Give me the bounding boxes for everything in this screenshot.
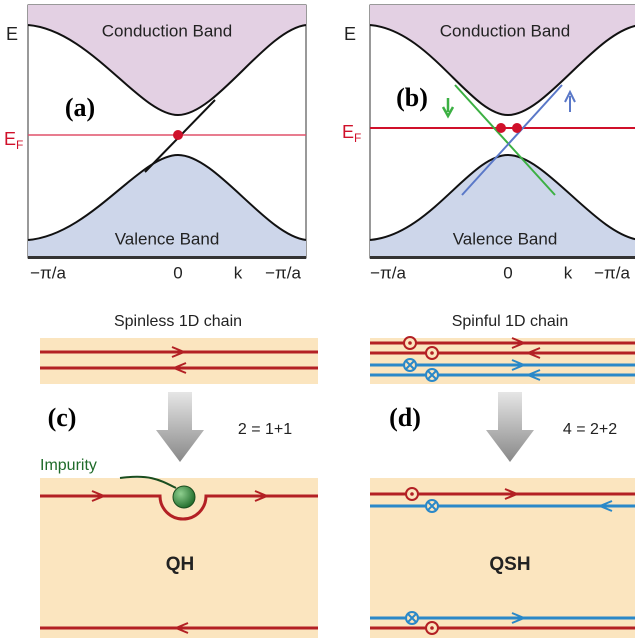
arrow [91, 490, 270, 502]
valence-label: Valence Band [115, 229, 220, 248]
state-label: QH [166, 554, 195, 575]
panel-d: Spinful 1D chain (d) 4 = 2+2 QSH [370, 313, 635, 638]
symbol-circle [408, 341, 412, 345]
state-label: QSH [489, 554, 530, 575]
fermi-label: E [4, 129, 16, 149]
axis [28, 256, 306, 259]
symbol-path [427, 501, 437, 511]
arrow [173, 622, 189, 634]
dirac-point [512, 123, 522, 133]
panel-c: Spinless 1D chain (c) 2 = 1+1 Impurity Q… [40, 313, 318, 638]
symbol-path [427, 370, 437, 380]
valence-band [28, 155, 306, 258]
dirac-point [173, 130, 183, 140]
arrow [511, 337, 541, 359]
band-edge [27, 153, 307, 241]
panel-label: (c) [48, 403, 77, 432]
chain-title: Spinful 1D chain [452, 313, 569, 330]
symbol-circle [430, 626, 434, 630]
tick-label: 0 [503, 263, 512, 282]
conduction-band [370, 5, 635, 115]
energy-label: E [6, 24, 18, 44]
arrow [171, 346, 187, 358]
fermi-sub: F [16, 138, 23, 152]
spin-up [564, 89, 576, 112]
panel-label: (b) [396, 83, 428, 112]
equation: 4 = 2+2 [563, 421, 617, 438]
tick-label: −π/a [30, 263, 66, 282]
edge-state [461, 84, 563, 196]
symbol-circle [410, 492, 414, 496]
fermi-sub: F [354, 131, 361, 145]
edge-state [454, 84, 556, 196]
tick-label: −π/a [594, 263, 630, 282]
symbol-circle [430, 351, 434, 355]
edge-channel [40, 494, 318, 521]
band-edge [369, 24, 635, 117]
tick-label: 0 [173, 263, 182, 282]
pointer [119, 475, 177, 489]
tick-label: −π/a [265, 263, 301, 282]
valence-band [370, 155, 635, 258]
arrow [511, 359, 541, 381]
band-edge [369, 153, 635, 241]
dirac-point [496, 123, 506, 133]
spin-down [441, 98, 455, 119]
spin-symbols [405, 487, 439, 635]
arrow [504, 488, 520, 500]
fermi-label: E [342, 122, 354, 142]
down-arrow [156, 392, 204, 462]
energy-label: E [344, 24, 356, 44]
panel-b: Conduction Band Valence Band (b) E E F −… [342, 4, 635, 282]
chain-title: Spinless 1D chain [114, 313, 242, 330]
down-arrow [486, 392, 534, 462]
tick-label: k [234, 263, 243, 282]
impurity [172, 485, 196, 509]
equation: 2 = 1+1 [238, 421, 292, 438]
panel-a: Conduction Band Valence Band (a) E E F −… [4, 4, 307, 282]
panel-label: (a) [65, 93, 95, 122]
symbol-path [405, 360, 415, 370]
conduction-label: Conduction Band [102, 21, 232, 40]
conduction-band [28, 5, 306, 115]
arrow [511, 500, 613, 624]
axis [370, 256, 635, 259]
band-edge [27, 24, 307, 117]
tick-label: k [564, 263, 573, 282]
symbol-path [407, 613, 417, 623]
chain-strip [40, 338, 318, 384]
spin-symbols [403, 336, 439, 382]
tick-label: −π/a [370, 263, 406, 282]
arrow [171, 362, 187, 374]
valence-label: Valence Band [453, 229, 558, 248]
panel-label: (d) [389, 403, 421, 432]
impurity-label: Impurity [40, 457, 97, 474]
conduction-label: Conduction Band [440, 21, 570, 40]
